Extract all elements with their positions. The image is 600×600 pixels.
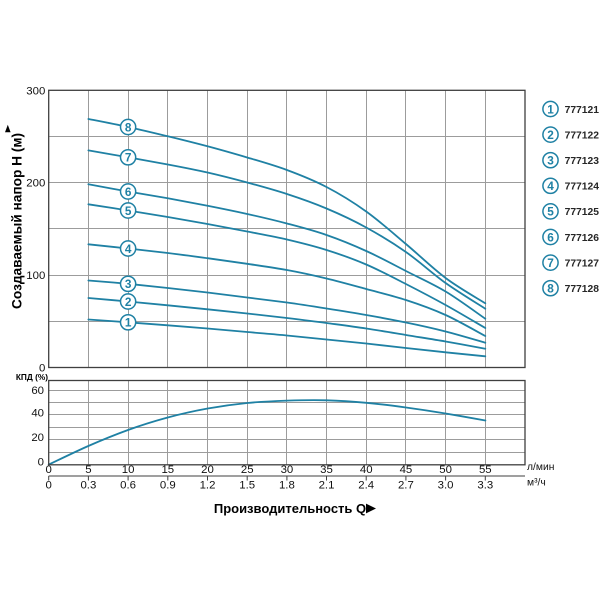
svg-text:2.7: 2.7 <box>398 480 414 492</box>
svg-text:7: 7 <box>125 151 132 165</box>
svg-text:6: 6 <box>125 185 132 199</box>
svg-text:3.0: 3.0 <box>438 480 454 492</box>
svg-text:0: 0 <box>46 464 52 476</box>
svg-text:777126: 777126 <box>565 233 600 244</box>
svg-text:10: 10 <box>122 464 135 476</box>
svg-text:Производительность Q: Производительность Q <box>214 501 366 516</box>
svg-text:0.6: 0.6 <box>120 480 136 492</box>
svg-text:л/мин: л/мин <box>527 462 554 473</box>
svg-text:1.8: 1.8 <box>279 480 295 492</box>
svg-text:45: 45 <box>400 464 413 476</box>
svg-text:50: 50 <box>439 464 452 476</box>
svg-text:777121: 777121 <box>565 105 600 116</box>
svg-text:5: 5 <box>85 464 91 476</box>
svg-text:3: 3 <box>547 153 554 167</box>
svg-text:1.5: 1.5 <box>239 480 255 492</box>
svg-text:2.1: 2.1 <box>319 480 335 492</box>
svg-text:0: 0 <box>38 457 44 469</box>
svg-text:25: 25 <box>241 464 254 476</box>
svg-text:м³/ч: м³/ч <box>527 477 546 488</box>
svg-text:100: 100 <box>26 270 45 282</box>
svg-text:15: 15 <box>161 464 174 476</box>
svg-text:0: 0 <box>39 363 45 375</box>
svg-text:1: 1 <box>125 316 132 330</box>
svg-text:20: 20 <box>31 432 44 444</box>
svg-text:6: 6 <box>547 230 554 244</box>
svg-text:777127: 777127 <box>565 258 600 269</box>
svg-text:35: 35 <box>320 464 333 476</box>
svg-text:777122: 777122 <box>565 130 600 141</box>
svg-text:5: 5 <box>125 204 132 218</box>
svg-text:0.3: 0.3 <box>80 480 96 492</box>
svg-text:777128: 777128 <box>565 284 600 295</box>
svg-text:0: 0 <box>46 480 52 492</box>
svg-text:200: 200 <box>26 178 45 190</box>
svg-text:0.9: 0.9 <box>160 480 176 492</box>
svg-text:4: 4 <box>125 242 132 256</box>
svg-text:777124: 777124 <box>565 182 600 193</box>
svg-text:40: 40 <box>31 408 44 420</box>
svg-text:Создаваемый напор Н (м): Создаваемый напор Н (м) <box>10 133 25 309</box>
svg-text:777125: 777125 <box>565 207 600 218</box>
svg-text:4: 4 <box>547 179 554 193</box>
svg-text:60: 60 <box>31 385 44 397</box>
svg-text:1.2: 1.2 <box>200 480 216 492</box>
svg-text:1: 1 <box>547 102 554 116</box>
svg-text:8: 8 <box>547 281 554 295</box>
svg-text:3: 3 <box>125 277 132 291</box>
svg-text:2: 2 <box>547 128 554 142</box>
svg-text:20: 20 <box>201 464 214 476</box>
svg-text:7: 7 <box>547 256 554 270</box>
svg-text:777123: 777123 <box>565 156 600 167</box>
svg-text:300: 300 <box>26 85 45 97</box>
svg-text:8: 8 <box>125 120 132 134</box>
svg-text:5: 5 <box>547 205 554 219</box>
svg-text:40: 40 <box>360 464 373 476</box>
svg-text:КПД (%): КПД (%) <box>16 372 48 382</box>
svg-text:2.4: 2.4 <box>358 480 374 492</box>
svg-text:55: 55 <box>479 464 492 476</box>
svg-text:3.3: 3.3 <box>477 480 493 492</box>
svg-text:30: 30 <box>281 464 294 476</box>
svg-text:2: 2 <box>125 295 132 309</box>
